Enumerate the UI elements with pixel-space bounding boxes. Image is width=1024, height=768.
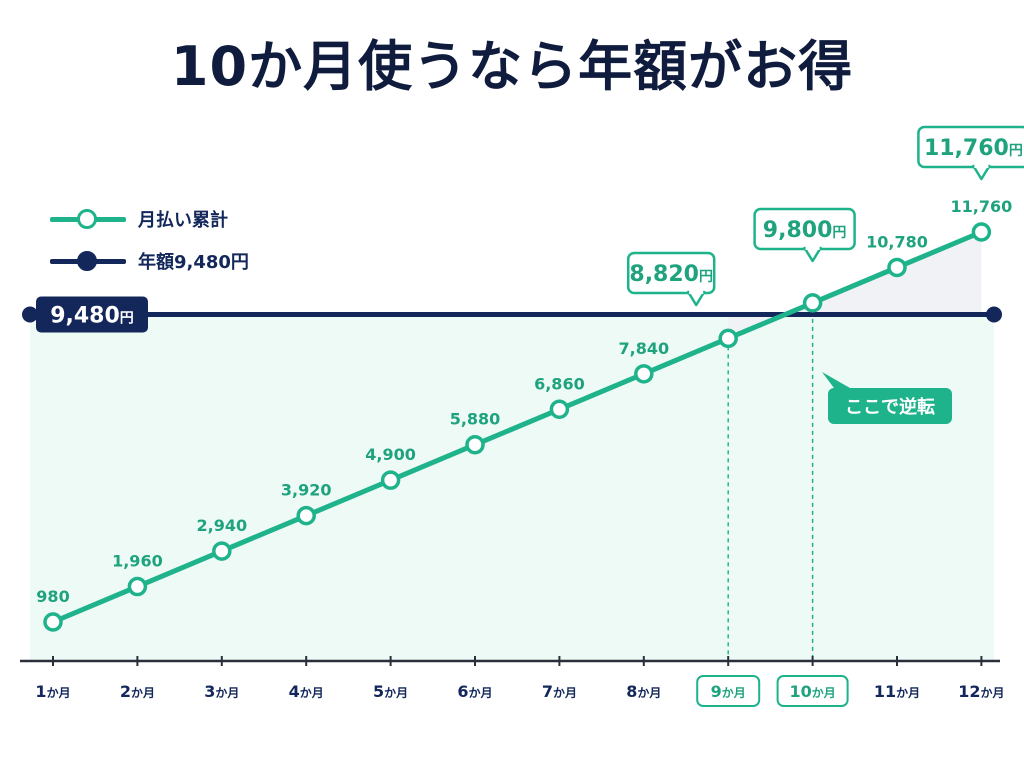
- point-label-6: 5,880: [450, 410, 501, 429]
- callout-label-12: 11,760円: [924, 136, 1023, 161]
- x-tick-label-4: 4か月: [289, 682, 324, 701]
- monthly-point-6: [465, 434, 485, 455]
- x-tick-label-6: 6か月: [457, 682, 492, 701]
- reverse-badge-label: ここで逆転: [845, 396, 935, 418]
- point-label-7: 6,860: [534, 374, 585, 393]
- point-label-11: 10,780: [866, 232, 928, 251]
- point-label-12: 11,760: [951, 197, 1013, 216]
- monthly-point-7: [549, 399, 570, 420]
- monthly-line: [50, 229, 984, 625]
- reverse-badge: [828, 388, 952, 424]
- monthly-point-1: [43, 612, 63, 632]
- annual-line-start-dot: [22, 306, 38, 323]
- legend-marker-annual-icon: [50, 251, 126, 271]
- monthly-point-10: [802, 293, 823, 313]
- reverse-badge-pointer: [822, 372, 850, 388]
- point-label-3: 2,940: [196, 516, 247, 535]
- point-label-1: 980: [36, 587, 69, 606]
- x-tick-label-3: 3か月: [204, 682, 239, 701]
- monthly-point-4: [296, 505, 316, 526]
- annual-badge: [36, 296, 148, 333]
- below-annual-fill: [30, 314, 994, 661]
- callout-label-10: 9,800円: [763, 218, 847, 243]
- annual-line-end-dot: [986, 306, 1002, 323]
- legend-item-monthly: 月払い累計: [50, 198, 249, 240]
- x-tick-label-9: 9か月: [711, 682, 746, 701]
- point-label-4: 3,920: [281, 481, 332, 500]
- monthly-point-12: [971, 222, 992, 242]
- x-tick-label-1: 1か月: [35, 682, 70, 701]
- legend-marker-monthly-icon: [50, 209, 126, 229]
- monthly-point-8: [634, 364, 654, 384]
- x-tick-label-12: 12か月: [958, 682, 1004, 701]
- x-tick-label-8: 8か月: [626, 682, 661, 701]
- annual-badge-label: 9,480円: [50, 303, 134, 328]
- legend-label-monthly: 月払い累計: [138, 210, 228, 231]
- legend-item-annual: 年額9,480円: [50, 240, 249, 282]
- x-tick-label-2: 2か月: [120, 682, 155, 701]
- monthly-point-2: [127, 576, 148, 597]
- monthly-point-9: [718, 328, 738, 349]
- point-label-8: 7,840: [618, 339, 669, 358]
- x-tick-label-5: 5か月: [373, 682, 408, 701]
- callout-label-9: 8,820円: [629, 262, 713, 287]
- x-tick-highlight-box-10: [776, 675, 849, 707]
- monthly-point-11: [887, 257, 907, 278]
- callout-box-9: [626, 251, 716, 295]
- legend: 月払い累計 年額9,480円: [50, 198, 249, 282]
- monthly-point-3: [212, 541, 232, 561]
- legend-label-annual: 年額9,480円: [138, 252, 249, 273]
- x-tick-label-10: 10か月: [789, 682, 835, 701]
- x-tick-highlight-box-9: [696, 675, 761, 707]
- point-label-2: 1,960: [112, 552, 163, 571]
- point-label-5: 4,900: [365, 445, 416, 464]
- x-tick-label-11: 11か月: [874, 682, 920, 701]
- x-tick-label-7: 7か月: [542, 682, 577, 701]
- chart-title: 10か月使うなら年額がお得: [170, 35, 854, 98]
- monthly-point-5: [380, 470, 401, 490]
